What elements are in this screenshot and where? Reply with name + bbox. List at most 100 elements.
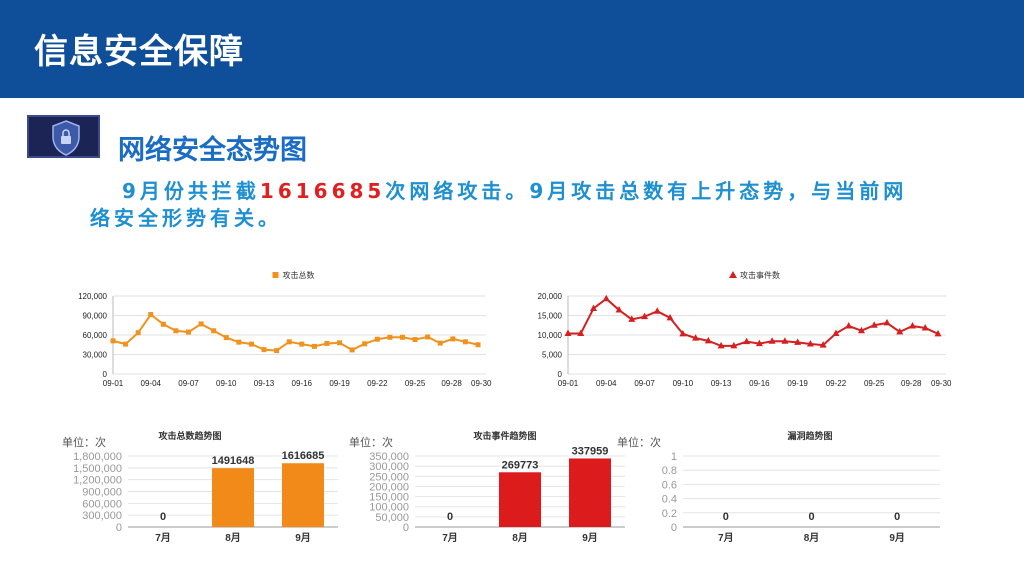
data-label: 1491648: [212, 455, 255, 467]
x-tick-label: 09-01: [103, 379, 124, 388]
data-point: [768, 337, 776, 344]
data-label: 1616685: [282, 450, 325, 462]
legend-label: 攻击总数: [283, 270, 315, 280]
data-point: [198, 321, 204, 327]
y-tick-label: 0: [403, 522, 409, 534]
data-point: [666, 313, 674, 321]
data-point: [628, 315, 636, 322]
data-point: [908, 322, 916, 329]
y-tick-label: 900,000: [82, 487, 122, 499]
data-point: [349, 347, 355, 353]
data-point: [399, 334, 405, 340]
data-point: [236, 339, 242, 345]
header-bar: 信息安全保障: [0, 0, 1024, 98]
y-tick-label: 0.6: [662, 479, 677, 491]
x-tick-label: 9月: [582, 532, 598, 544]
x-tick-label: 09-10: [673, 379, 694, 388]
data-label: 0: [160, 511, 166, 523]
y-tick-label: 0: [558, 370, 563, 379]
x-tick-label: 7月: [718, 532, 734, 544]
data-label: 337959: [572, 445, 609, 457]
shield-lock-icon: [27, 115, 100, 158]
x-tick-label: 09-28: [441, 379, 462, 388]
y-tick-label: 50,000: [375, 512, 409, 524]
data-label: 0: [808, 511, 814, 523]
x-tick-label: 09-10: [216, 379, 237, 388]
data-label: 0: [447, 511, 453, 523]
x-tick-label: 09-28: [901, 379, 922, 388]
data-point: [173, 328, 179, 334]
x-tick-label: 09-04: [141, 379, 162, 388]
x-tick-label: 09-04: [596, 379, 617, 388]
data-point: [590, 304, 598, 311]
y-tick-label: 1,200,000: [73, 475, 122, 487]
data-point: [615, 306, 623, 313]
x-tick-label: 09-07: [178, 379, 199, 388]
data-point: [286, 339, 292, 345]
chart-title: 攻击总数趋势图: [158, 430, 221, 441]
y-tick-label: 0.8: [662, 465, 677, 477]
x-tick-label: 9月: [889, 532, 905, 544]
x-tick-label: 09-22: [826, 379, 847, 388]
data-label: 269773: [502, 459, 539, 471]
x-tick-label: 09-22: [367, 379, 388, 388]
data-point: [794, 338, 802, 345]
y-tick-label: 200,000: [369, 481, 409, 493]
y-tick-label: 100,000: [369, 502, 409, 514]
x-tick-label: 9月: [295, 532, 311, 544]
data-point: [437, 340, 443, 346]
x-tick-label: 8月: [225, 532, 241, 544]
series-line: [112, 313, 479, 352]
data-point: [819, 341, 827, 348]
y-tick-label: 1: [671, 451, 677, 463]
data-point: [337, 340, 343, 346]
y-tick-label: 600,000: [82, 498, 122, 510]
x-tick-label: 09-07: [634, 379, 655, 388]
data-point: [261, 347, 267, 353]
data-point: [717, 341, 725, 349]
y-tick-label: 300,000: [369, 461, 409, 473]
data-label: 0: [723, 511, 729, 523]
data-point: [679, 329, 687, 337]
data-point: [160, 321, 166, 327]
bar: [282, 463, 324, 527]
data-point: [274, 348, 280, 354]
y-tick-label: 30,000: [83, 351, 108, 360]
data-point: [211, 328, 217, 334]
data-point: [921, 323, 929, 331]
y-tick-label: 5,000: [542, 351, 563, 360]
data-label: 0: [894, 511, 900, 523]
y-tick-label: 60,000: [83, 331, 108, 340]
y-tick-label: 300,000: [82, 510, 122, 522]
data-point: [692, 334, 700, 341]
x-tick-label: 09-19: [787, 379, 808, 388]
data-point: [730, 341, 738, 349]
data-point: [362, 341, 368, 347]
y-tick-label: 250,000: [369, 471, 409, 483]
y-tick-label: 90,000: [83, 312, 108, 321]
data-point: [653, 307, 661, 314]
bar: [212, 468, 254, 527]
bar: [569, 458, 611, 527]
y-tick-label: 1,500,000: [73, 463, 122, 475]
y-tick-label: 150,000: [369, 492, 409, 504]
summary-paragraph: 9月份共拦截1616685次网络攻击。9月攻击总数有上升态势，与当前网络安全形势…: [90, 178, 930, 232]
data-point: [781, 337, 789, 344]
data-point: [870, 321, 878, 328]
y-tick-label: 350,000: [369, 451, 409, 463]
data-point: [577, 329, 585, 336]
x-tick-label: 8月: [804, 532, 820, 544]
summary-text: 9月份共拦截: [122, 179, 260, 203]
page-title: 信息安全保障: [34, 32, 244, 72]
data-point: [223, 335, 229, 341]
chart-title: 漏洞趋势图: [787, 430, 832, 441]
summary-text: 次网络攻击。9月攻击总数有上升态势，与当前网络安全形势有关。: [90, 179, 908, 230]
data-point: [896, 327, 904, 335]
data-point: [299, 341, 305, 347]
data-point: [845, 322, 853, 329]
data-point: [641, 312, 649, 320]
data-point: [186, 329, 192, 335]
x-tick-label: 09-01: [558, 379, 579, 388]
y-tick-label: 20,000: [538, 292, 563, 301]
y-tick-label: 0.2: [662, 508, 677, 520]
